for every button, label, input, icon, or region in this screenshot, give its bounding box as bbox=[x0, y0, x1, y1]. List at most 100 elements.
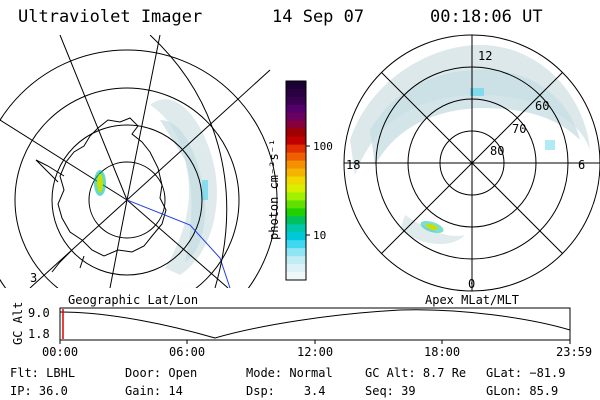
left-aurora-cyan bbox=[202, 180, 208, 200]
coastline-peninsula bbox=[35, 159, 65, 183]
mlt-label-left: 18 bbox=[346, 158, 360, 172]
meridian-3 bbox=[126, 69, 271, 201]
track-line bbox=[126, 199, 231, 288]
orbit-plot-frame bbox=[59, 307, 571, 341]
info-dsp: Dsp: 3.4 bbox=[246, 384, 326, 398]
instrument-title: Ultraviolet Imager bbox=[18, 7, 203, 27]
info-filter: Flt: LBHL bbox=[10, 366, 76, 380]
colorbar-unit-label: photon cm⁻²s⁻¹ bbox=[267, 139, 281, 240]
coastline-islands bbox=[51, 249, 85, 273]
info-ip: IP: 36.0 bbox=[10, 384, 68, 398]
lat-circle-2 bbox=[14, 87, 240, 288]
colorbar-swatch bbox=[286, 120, 306, 130]
left-map-caption: Geographic Lat/Lon bbox=[68, 293, 199, 307]
orbit-xtick-2: 12:00 bbox=[297, 345, 334, 359]
colorbar-swatch bbox=[286, 224, 306, 233]
mlt-label-right: 6 bbox=[578, 158, 585, 172]
colorbar-label-100: 100 bbox=[313, 140, 333, 153]
colorbar bbox=[286, 81, 306, 281]
lat-circle-3 bbox=[51, 124, 203, 276]
colorbar-swatch bbox=[286, 128, 306, 138]
colorbar-swatch bbox=[286, 216, 306, 225]
mlat-label-80: 80 bbox=[490, 144, 504, 158]
colorbar-swatch bbox=[286, 152, 306, 162]
colorbar-swatch bbox=[286, 168, 306, 178]
colorbar-swatch bbox=[286, 144, 306, 154]
observation-time: 00:18:06 UT bbox=[430, 7, 543, 27]
meridian-1 bbox=[59, 35, 128, 201]
info-ip-value: 36.0 bbox=[38, 384, 68, 398]
mlt-label-bottom: 0 bbox=[468, 277, 475, 291]
right-aurora-haze-2 bbox=[370, 69, 580, 165]
info-glat-value: −81.9 bbox=[529, 366, 566, 380]
lat-circle-outer bbox=[0, 49, 278, 288]
orbit-ytick-low: 1.8 bbox=[28, 327, 50, 341]
terminator-curve bbox=[149, 35, 228, 288]
colorbar-swatch bbox=[286, 272, 306, 281]
colorbar-swatch bbox=[286, 208, 306, 217]
mlt-diagonal-2 bbox=[381, 72, 563, 254]
info-glon-value: 85.9 bbox=[529, 384, 559, 398]
right-aurora-haze-low bbox=[400, 215, 465, 245]
right-aurora-spot bbox=[426, 223, 438, 231]
info-gain-value: 14 bbox=[168, 384, 183, 398]
info-door: Door: Open bbox=[125, 366, 198, 380]
colorbar-swatch bbox=[286, 248, 306, 257]
geographic-map bbox=[0, 35, 278, 288]
orbit-plot bbox=[59, 307, 571, 344]
colorbar-swatch bbox=[286, 200, 306, 209]
info-filter-value: LBHL bbox=[46, 366, 76, 380]
colorbar-swatch bbox=[286, 160, 306, 170]
orbit-xtick-3: 18:00 bbox=[424, 345, 461, 359]
right-aurora-haze bbox=[350, 45, 590, 175]
lat-circle-4 bbox=[88, 161, 166, 239]
info-dsp-value: 3.4 bbox=[303, 384, 326, 398]
altitude-curve bbox=[59, 309, 571, 339]
colorbar-swatch bbox=[286, 96, 306, 106]
colorbar-label-10: 10 bbox=[313, 229, 326, 242]
info-glon: GLon: 85.9 bbox=[486, 384, 559, 398]
orbit-ylabel: GC Alt bbox=[11, 302, 25, 345]
meridian-2 bbox=[126, 35, 161, 201]
info-glat: GLat: −81.9 bbox=[486, 366, 566, 380]
colorbar-swatch bbox=[286, 112, 306, 122]
apex-map: 12 18 6 0 60 70 80 bbox=[343, 34, 600, 292]
mlat-label-60: 60 bbox=[535, 99, 549, 113]
info-door-value: Open bbox=[168, 366, 198, 380]
orbit-xtick-1: 06:00 bbox=[169, 345, 206, 359]
colorbar-swatch bbox=[286, 176, 306, 186]
meridian-4 bbox=[0, 119, 128, 201]
colorbar-swatch bbox=[286, 81, 306, 90]
info-gain: Gain: 14 bbox=[125, 384, 183, 398]
colorbar-swatch bbox=[286, 256, 306, 265]
mlt-label-top: 12 bbox=[478, 49, 492, 63]
colorbar-swatch bbox=[286, 232, 306, 241]
left-corner-label: 3 bbox=[30, 271, 37, 285]
info-mode-value: Normal bbox=[289, 366, 333, 380]
info-seq-value: 39 bbox=[401, 384, 416, 398]
right-map-caption: Apex MLat/MLT bbox=[425, 293, 519, 307]
left-aurora-haze-2 bbox=[160, 120, 206, 262]
meridian-5 bbox=[29, 199, 128, 288]
observation-date: 14 Sep 07 bbox=[272, 7, 365, 27]
meridian-7 bbox=[126, 199, 229, 288]
right-aurora-cyan-1 bbox=[470, 88, 484, 96]
colorbar-swatch bbox=[286, 104, 306, 114]
info-gc-alt: GC Alt: 8.7 Re bbox=[365, 366, 467, 380]
colorbar-swatch bbox=[286, 184, 306, 194]
info-gc-alt-value: 8.7 Re bbox=[422, 366, 467, 380]
info-seq: Seq: 39 bbox=[365, 384, 416, 398]
orbit-xtick-4: 23:59 bbox=[556, 345, 593, 359]
info-mode: Mode: Normal bbox=[246, 366, 333, 380]
colorbar-swatch bbox=[286, 192, 306, 201]
colorbar-swatch bbox=[286, 240, 306, 249]
orbit-ytick-high: 9.0 bbox=[28, 306, 50, 320]
colorbar-swatch bbox=[286, 136, 306, 146]
mlat-label-70: 70 bbox=[512, 122, 526, 136]
colorbar-swatch bbox=[286, 88, 306, 98]
orbit-xtick-0: 00:00 bbox=[42, 345, 79, 359]
meridian-6 bbox=[109, 199, 128, 288]
left-aurora-spot bbox=[97, 174, 103, 192]
colorbar-frame bbox=[285, 80, 307, 281]
